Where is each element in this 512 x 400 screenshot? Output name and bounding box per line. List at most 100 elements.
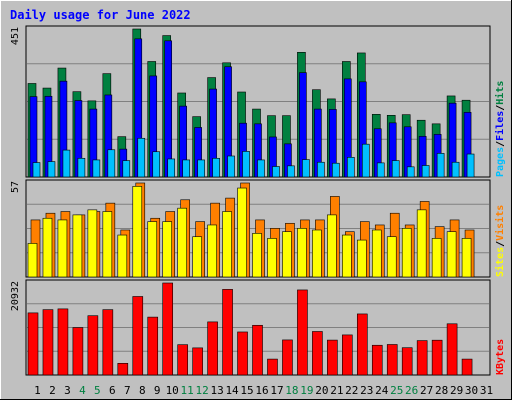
- bar-pages-day-15: [242, 151, 250, 178]
- bar-pages-day-25: [391, 160, 400, 178]
- bar-kbytes-day-1: [27, 312, 39, 376]
- day-label-6: 6: [109, 384, 116, 397]
- bar-kbytes-day-17: [267, 358, 278, 376]
- day-label-26: 26: [405, 384, 418, 397]
- bar-sites-day-28: [431, 238, 442, 278]
- day-label-19: 19: [300, 384, 313, 397]
- day-label-13: 13: [210, 384, 223, 397]
- y-max-label: 57: [10, 181, 21, 193]
- bar-pages-day-22: [347, 157, 355, 178]
- bar-sites-day-22: [342, 234, 352, 278]
- legend-hits: Hits: [494, 81, 506, 105]
- bar-kbytes-day-25: [386, 344, 398, 376]
- day-label-12: 12: [196, 384, 209, 397]
- bar-pages-day-12: [197, 159, 205, 178]
- bar-sites-day-26: [401, 228, 412, 278]
- sites-visits-panel: 57 Sites/Visits: [10, 179, 506, 278]
- bar-pages-day-9: [152, 151, 161, 178]
- bar-kbytes-day-11: [177, 344, 188, 376]
- day-label-18: 18: [285, 384, 298, 397]
- legend-separator: /: [495, 141, 506, 147]
- bar-files-day-10: [164, 40, 173, 178]
- bar-kbytes-day-2: [42, 309, 54, 376]
- legend: KBytes: [495, 339, 506, 375]
- bar-pages-day-23: [361, 143, 370, 178]
- day-label-27: 27: [420, 384, 433, 397]
- bar-sites-day-18: [282, 231, 292, 278]
- kbytes-panel: 20932 KBytes: [10, 279, 506, 376]
- bar-sites-day-17: [267, 238, 277, 278]
- legend-separator: /: [495, 105, 506, 111]
- bar-kbytes-day-27: [416, 340, 428, 376]
- bar-sites-day-3: [57, 219, 68, 278]
- bar-kbytes-day-12: [192, 347, 203, 376]
- day-label-21: 21: [330, 384, 343, 397]
- bar-pages-day-19: [302, 159, 310, 178]
- day-label-8: 8: [139, 384, 146, 397]
- bar-sites-day-4: [72, 214, 83, 278]
- bar-kbytes-day-4: [72, 327, 84, 376]
- y-max-label: 451: [10, 27, 21, 45]
- bar-pages-day-13: [212, 157, 220, 178]
- day-label-16: 16: [255, 384, 268, 397]
- bar-pages-day-24: [376, 162, 385, 178]
- bar-sites-day-13: [207, 224, 217, 278]
- day-label-20: 20: [315, 384, 328, 397]
- bar-kbytes-day-18: [282, 339, 293, 376]
- legend-pages: Pages: [495, 147, 506, 177]
- day-label-23: 23: [360, 384, 373, 397]
- bar-pages-day-3: [62, 149, 71, 178]
- day-label-4: 4: [79, 384, 86, 397]
- bar-pages-day-16: [257, 159, 265, 178]
- bar-pages-day-5: [92, 159, 101, 178]
- bar-pages-day-8: [137, 137, 146, 178]
- bar-pages-day-18: [287, 165, 295, 178]
- bar-kbytes-day-20: [312, 331, 323, 376]
- bar-kbytes-day-23: [356, 313, 368, 376]
- day-label-14: 14: [225, 384, 239, 397]
- day-label-17: 17: [270, 384, 283, 397]
- bar-sites-day-23: [356, 239, 367, 278]
- day-label-2: 2: [49, 384, 56, 397]
- day-label-11: 11: [181, 384, 194, 397]
- bar-kbytes-day-29: [446, 323, 458, 376]
- bar-kbytes-day-3: [57, 308, 69, 376]
- bar-sites-day-24: [371, 229, 382, 278]
- day-label-29: 29: [450, 384, 463, 397]
- bar-sites-day-27: [416, 209, 427, 278]
- day-label-15: 15: [240, 384, 253, 397]
- bar-pages-day-29: [451, 161, 460, 178]
- day-label-3: 3: [64, 384, 71, 397]
- bar-kbytes-day-22: [342, 334, 353, 376]
- bar-kbytes-day-19: [297, 289, 308, 376]
- y-max-label: 20932: [10, 281, 21, 311]
- bar-pages-day-6: [107, 149, 116, 178]
- bar-sites-day-12: [192, 236, 202, 278]
- bar-kbytes-day-30: [461, 358, 473, 376]
- bar-kbytes-day-16: [252, 324, 263, 376]
- day-label-31: 31: [480, 384, 493, 397]
- bar-sites-day-6: [102, 211, 113, 278]
- legend-files: Files: [494, 111, 506, 141]
- bar-pages-day-7: [122, 160, 131, 178]
- bar-sites-day-19: [297, 228, 307, 278]
- day-label-30: 30: [465, 384, 478, 397]
- bar-pages-day-30: [466, 153, 475, 178]
- bar-sites-day-21: [327, 214, 337, 278]
- day-label-9: 9: [154, 384, 161, 397]
- bar-pages-day-28: [436, 153, 445, 178]
- bar-kbytes-day-26: [401, 347, 413, 376]
- bar-sites-day-16: [252, 233, 262, 278]
- legend: Sites/Visits: [494, 205, 506, 277]
- legend: Pages/Files/Hits: [494, 81, 506, 177]
- bar-kbytes-day-8: [132, 296, 144, 376]
- bar-sites-day-14: [222, 211, 232, 278]
- bar-pages-day-11: [182, 159, 190, 178]
- bar-sites-day-5: [87, 209, 98, 278]
- bar-sites-day-2: [42, 217, 53, 278]
- bar-kbytes-day-9: [147, 316, 159, 376]
- bar-pages-day-4: [77, 157, 86, 178]
- legend-visits: Visits: [494, 205, 506, 241]
- bar-pages-day-17: [272, 166, 280, 178]
